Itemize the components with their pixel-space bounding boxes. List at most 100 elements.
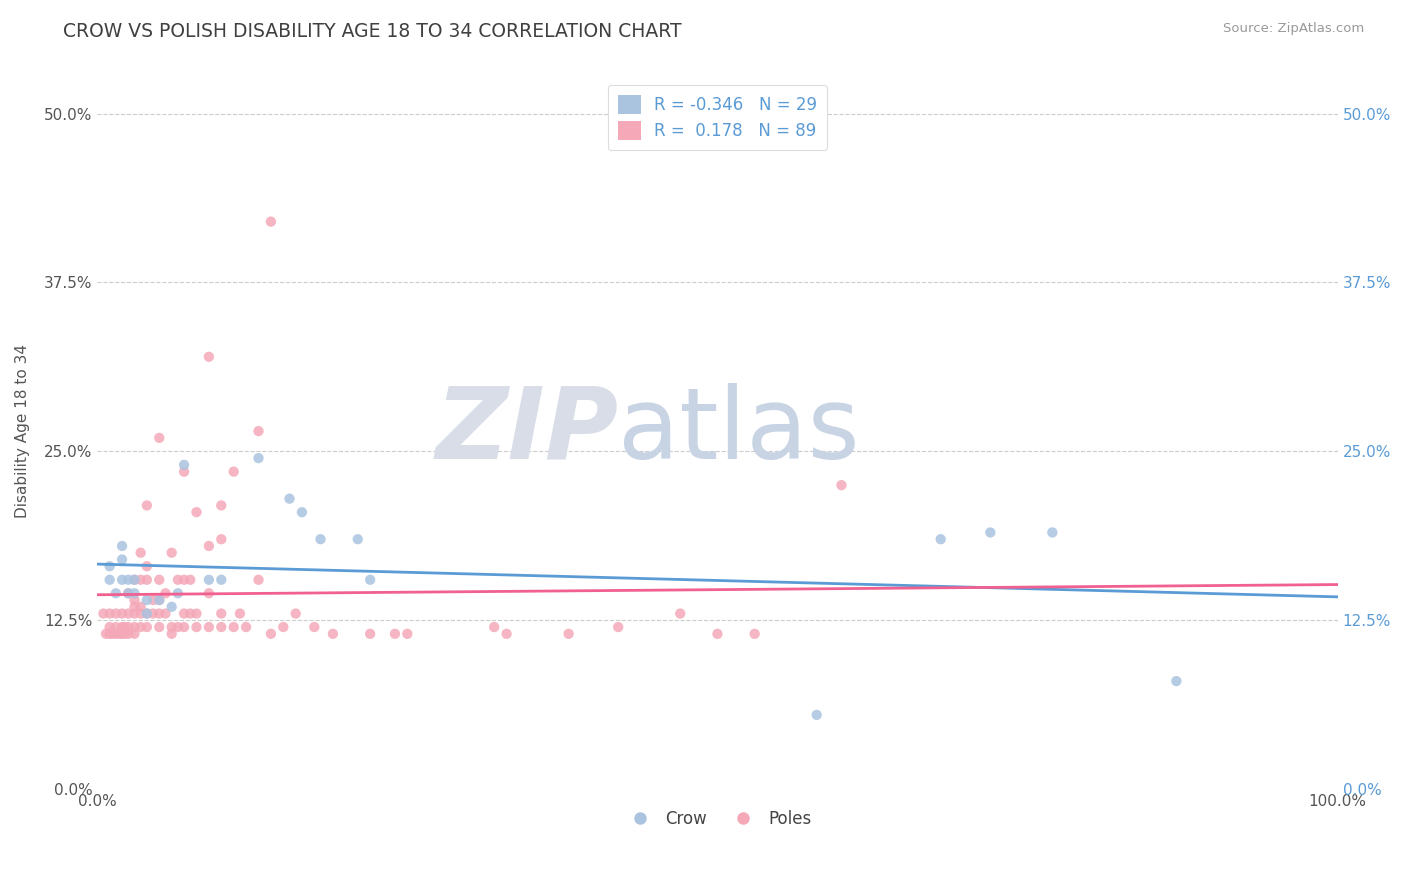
Point [247,451,270,466]
Point [104,620,127,634]
Point [117,627,139,641]
Point [271,620,294,634]
Point [142,607,165,621]
Point [186,505,208,519]
Point [104,627,127,641]
Point [135,620,157,634]
Point [291,505,314,519]
Point [209,620,232,634]
Point [744,627,766,641]
Point [124,627,146,641]
Point [173,620,195,634]
Point [129,599,152,614]
Point [148,593,170,607]
Point [124,599,146,614]
Point [148,431,170,445]
Point [135,559,157,574]
Point [346,532,368,546]
Point [482,620,505,634]
Point [124,573,146,587]
Point [179,573,201,587]
Point [384,627,406,641]
Point [135,607,157,621]
Point [247,573,270,587]
Point [1166,674,1188,689]
Point [186,620,208,634]
Point [607,620,630,634]
Point [167,620,190,634]
Point [209,607,232,621]
Point [222,620,245,634]
Point [669,607,692,621]
Point [929,532,952,546]
Point [173,465,195,479]
Point [124,586,146,600]
Point [111,552,134,566]
Point [322,627,344,641]
Point [124,593,146,607]
Point [117,573,139,587]
Point [124,620,146,634]
Point [142,593,165,607]
Point [209,499,232,513]
Point [173,607,195,621]
Point [235,620,257,634]
Point [160,627,183,641]
Point [359,627,381,641]
Point [117,586,139,600]
Point [117,586,139,600]
Y-axis label: Disability Age 18 to 34: Disability Age 18 to 34 [15,344,30,518]
Text: ZIP: ZIP [436,383,619,480]
Point [117,607,139,621]
Point [278,491,301,506]
Point [98,627,121,641]
Point [101,627,124,641]
Point [124,573,146,587]
Point [304,620,326,634]
Point [247,424,270,438]
Point [260,214,283,228]
Point [198,539,221,553]
Point [111,620,134,634]
Point [557,627,579,641]
Point [148,593,170,607]
Point [209,573,232,587]
Point [1040,525,1063,540]
Point [359,573,381,587]
Point [229,607,252,621]
Point [167,586,190,600]
Point [135,593,157,607]
Point [124,607,146,621]
Point [114,627,136,641]
Point [396,627,419,641]
Point [179,607,201,621]
Point [135,607,157,621]
Point [98,607,121,621]
Point [111,607,134,621]
Point [198,350,221,364]
Point [173,573,195,587]
Point [148,607,170,621]
Point [129,546,152,560]
Point [135,573,157,587]
Point [198,620,221,634]
Point [198,586,221,600]
Point [98,559,121,574]
Point [94,627,117,641]
Point [830,478,852,492]
Text: CROW VS POLISH DISABILITY AGE 18 TO 34 CORRELATION CHART: CROW VS POLISH DISABILITY AGE 18 TO 34 C… [63,22,682,41]
Point [222,465,245,479]
Point [806,707,828,722]
Point [209,532,232,546]
Point [104,607,127,621]
Point [160,620,183,634]
Point [117,620,139,634]
Point [284,607,307,621]
Point [160,599,183,614]
Point [495,627,517,641]
Legend: Crow, Poles: Crow, Poles [617,804,818,835]
Point [111,539,134,553]
Point [135,499,157,513]
Text: atlas: atlas [619,383,860,480]
Point [706,627,728,641]
